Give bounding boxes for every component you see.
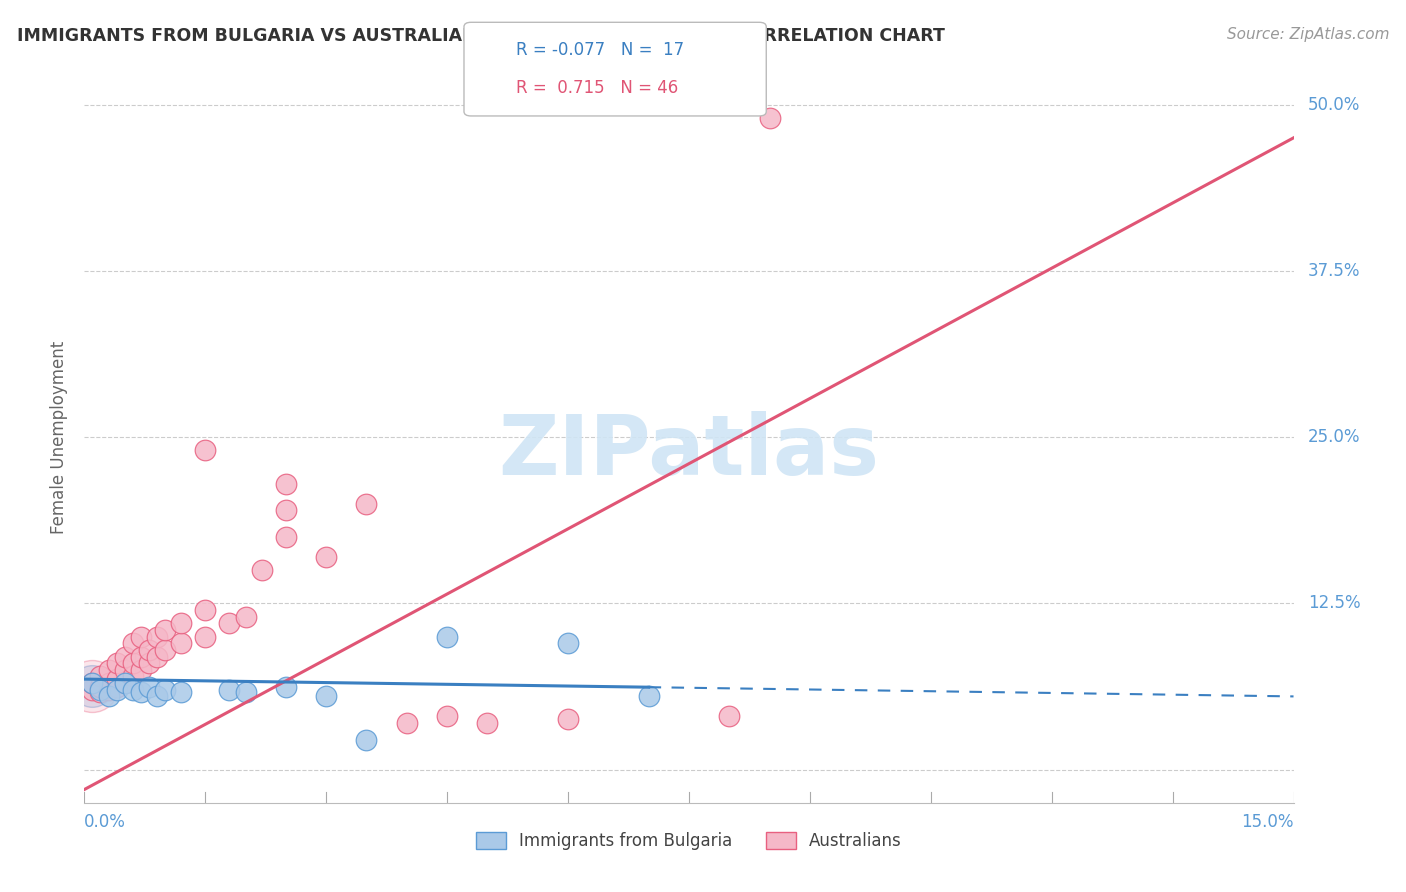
Point (170, 636, 193, 650)
Point (356, 733, 378, 747)
Point (82, 682, 104, 697)
Point (89, 680, 111, 694)
Point (718, 709, 741, 723)
Point (194, 630, 217, 644)
Point (97, 663, 120, 677)
Point (395, 716, 418, 731)
Point (194, 603, 217, 617)
Point (146, 690, 169, 704)
Point (274, 503, 297, 517)
Point (89, 669, 111, 683)
Text: 25.0%: 25.0% (1308, 428, 1361, 446)
Point (105, 682, 128, 697)
Text: R = -0.077   N =  17: R = -0.077 N = 17 (516, 42, 685, 60)
Point (105, 680, 128, 694)
Point (82, 676, 104, 690)
Point (138, 656, 160, 670)
Point (557, 636, 579, 650)
Point (129, 649, 152, 664)
Text: R =  0.715   N = 46: R = 0.715 N = 46 (516, 78, 678, 96)
Point (121, 636, 143, 650)
Point (97, 690, 120, 704)
Point (153, 623, 176, 637)
Point (315, 549, 337, 564)
Text: 0.0%: 0.0% (84, 814, 127, 831)
Point (129, 663, 152, 677)
Y-axis label: Female Unemployment: Female Unemployment (49, 341, 67, 533)
Point (114, 663, 136, 677)
Point (138, 643, 160, 657)
Point (315, 690, 337, 704)
Point (235, 685, 257, 699)
Point (121, 682, 143, 697)
Point (114, 649, 136, 664)
Point (170, 616, 193, 631)
Point (97, 682, 120, 697)
Point (82, 676, 104, 690)
Point (218, 682, 240, 697)
Point (105, 672, 128, 686)
Point (758, 111, 780, 125)
Point (129, 685, 152, 699)
Point (89, 682, 111, 697)
Text: 37.5%: 37.5% (1308, 262, 1361, 280)
Point (114, 676, 136, 690)
Text: 15.0%: 15.0% (1241, 814, 1294, 831)
Point (356, 497, 378, 511)
Point (250, 563, 273, 577)
Point (436, 709, 458, 723)
Point (274, 476, 297, 491)
Point (170, 685, 193, 699)
Point (153, 643, 176, 657)
Point (637, 690, 659, 704)
Point (129, 630, 152, 644)
Point (218, 616, 240, 631)
Point (557, 712, 579, 726)
Point (153, 682, 176, 697)
Legend: Immigrants from Bulgaria, Australians: Immigrants from Bulgaria, Australians (470, 825, 908, 856)
Point (477, 716, 499, 731)
Point (105, 656, 128, 670)
Text: IMMIGRANTS FROM BULGARIA VS AUSTRALIAN FEMALE UNEMPLOYMENT CORRELATION CHART: IMMIGRANTS FROM BULGARIA VS AUSTRALIAN F… (17, 27, 945, 45)
Point (89, 685, 111, 699)
Point (146, 649, 169, 664)
Point (82, 679, 104, 693)
Text: 12.5%: 12.5% (1308, 594, 1361, 612)
Point (82, 679, 104, 693)
Text: ZIPatlas: ZIPatlas (499, 411, 879, 492)
Point (436, 630, 458, 644)
Text: 50.0%: 50.0% (1308, 95, 1361, 113)
Point (274, 680, 297, 694)
Text: Source: ZipAtlas.com: Source: ZipAtlas.com (1226, 27, 1389, 42)
Point (114, 676, 136, 690)
Point (97, 676, 120, 690)
Point (274, 530, 297, 544)
Point (138, 680, 160, 694)
Point (146, 630, 169, 644)
Point (235, 609, 257, 624)
Point (194, 443, 217, 458)
Point (121, 656, 143, 670)
Point (121, 669, 143, 683)
